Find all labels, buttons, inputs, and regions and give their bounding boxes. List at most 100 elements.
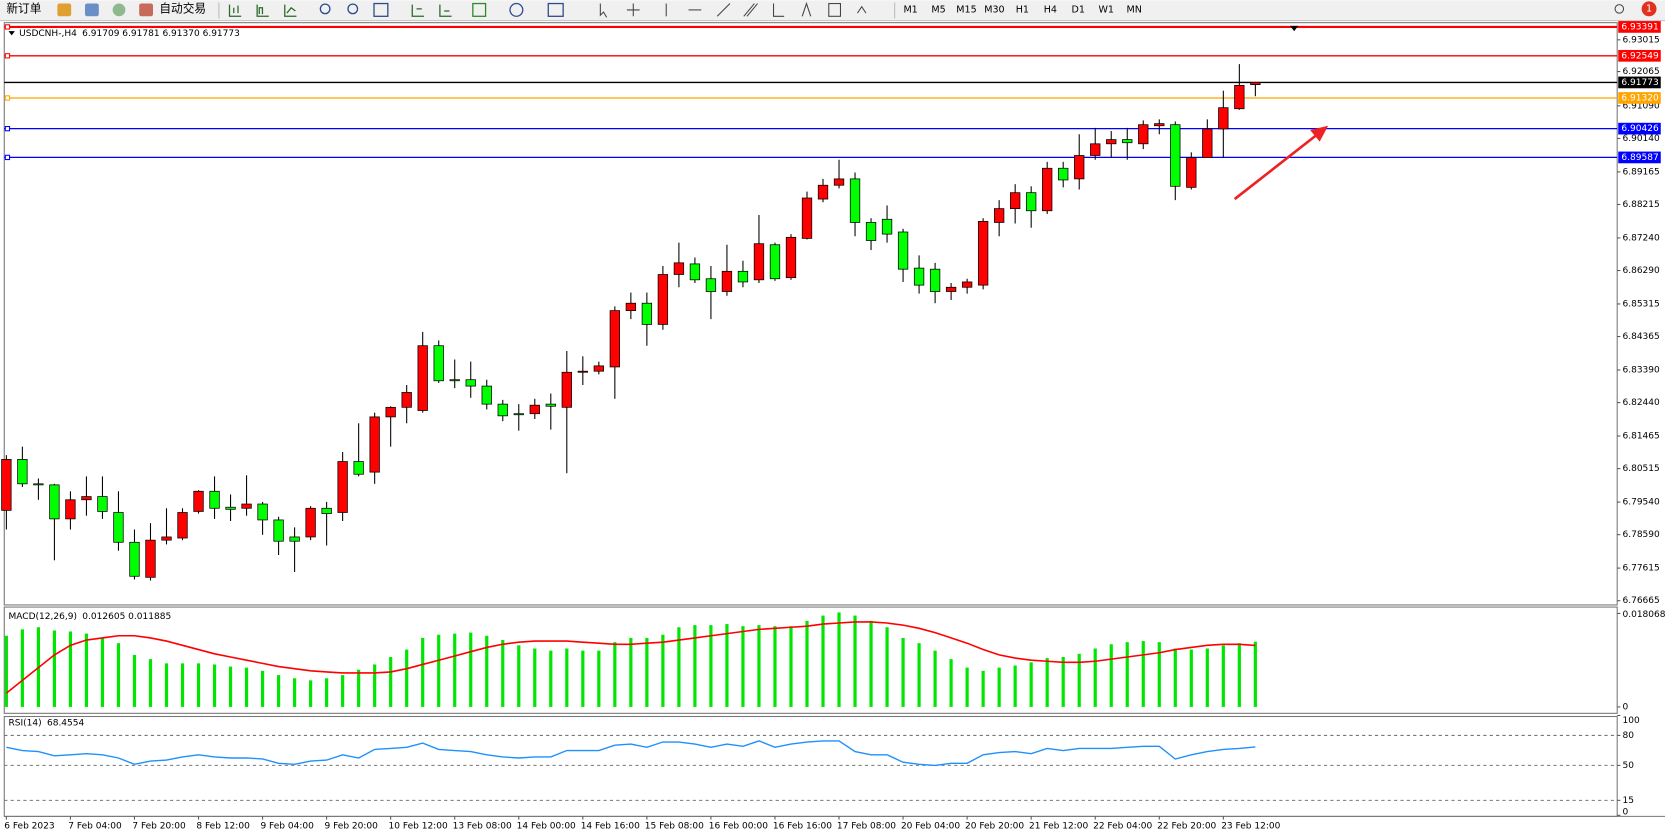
icon[interactable] — [599, 3, 608, 18]
histogram-bar — [901, 637, 905, 707]
chart-layers: USDCNH-,H4 6.91709 6.91781 6.91370 6.9177… — [1, 21, 1665, 831]
icon[interactable] — [284, 4, 297, 17]
candle-body — [257, 503, 268, 521]
candle-body — [49, 484, 60, 520]
x-tick-label: 16 Feb 00:00 — [709, 821, 768, 831]
y-tick-label: 6.90140 — [1622, 134, 1660, 144]
level-label-bg — [1618, 151, 1661, 164]
y-tick-label: 0 — [1622, 702, 1628, 712]
y-tick-label: 6.84365 — [1622, 332, 1659, 342]
y-tick-label: 6.85315 — [1622, 299, 1659, 309]
icon[interactable] — [828, 3, 842, 17]
candle-body — [449, 379, 460, 382]
x-tick-label: 15 Feb 08:00 — [645, 821, 704, 831]
timeframe-button[interactable]: M5 — [931, 4, 945, 15]
histogram-bar — [1061, 657, 1065, 707]
indicator-title: RSI(14) — [9, 718, 42, 728]
badge-count: 1 — [1646, 3, 1652, 14]
candle-body — [769, 244, 781, 280]
timeframe-button[interactable]: M15 — [956, 4, 976, 15]
annotation-arrow — [1233, 25, 1329, 201]
candle-body — [353, 461, 364, 475]
icon[interactable] — [472, 2, 487, 17]
icon[interactable] — [547, 2, 564, 17]
histogram-bar — [228, 666, 233, 707]
x-tick-label: 20 Feb 20:00 — [965, 821, 1024, 831]
auto-trading-button[interactable]: 自动交易 — [159, 1, 206, 15]
x-tick-label: 23 Feb 12:00 — [1221, 821, 1280, 831]
icon[interactable] — [85, 3, 99, 17]
timeframe-button[interactable]: H1 — [1016, 4, 1029, 15]
icon[interactable] — [319, 3, 331, 15]
y-tick-label: 80 — [1622, 731, 1634, 741]
candle-body — [113, 512, 124, 543]
level-label: 6.92549 — [1621, 51, 1659, 61]
x-tick-label: 10 Feb 12:00 — [389, 821, 448, 831]
histogram-bar — [180, 663, 185, 707]
histogram-bar — [1189, 649, 1193, 707]
new-order-button[interactable]: 新订单 — [6, 1, 41, 15]
y-tick-label: 100 — [1622, 716, 1639, 726]
candle-body — [481, 385, 492, 405]
timeframe-button[interactable]: M30 — [984, 4, 1004, 15]
icon[interactable] — [373, 2, 389, 17]
candle-body — [289, 536, 300, 542]
notification-badge[interactable] — [1641, 1, 1657, 17]
icon[interactable] — [411, 4, 424, 17]
level-handle — [4, 24, 11, 30]
x-tick-label: 21 Feb 12:00 — [1029, 821, 1088, 831]
candle-body — [993, 208, 1005, 223]
candle-body — [497, 403, 508, 417]
icon[interactable] — [256, 4, 269, 17]
icon[interactable] — [857, 5, 867, 14]
histogram-bar — [1125, 642, 1129, 707]
icon[interactable] — [801, 1, 812, 17]
timeframe-button[interactable]: MN — [1126, 4, 1141, 15]
level-label-bg — [1618, 49, 1661, 62]
icon[interactable] — [228, 4, 242, 17]
timeframe-button[interactable]: D1 — [1072, 4, 1085, 15]
histogram-bar — [1157, 642, 1161, 707]
icon[interactable] — [743, 3, 758, 17]
icon[interactable] — [439, 4, 452, 17]
candle-body — [673, 262, 685, 275]
icon[interactable] — [57, 3, 72, 17]
histogram-bar — [437, 634, 441, 707]
shift-marker — [1289, 25, 1299, 32]
histogram-bar — [677, 627, 681, 707]
y-tick-label: 6.78590 — [1622, 530, 1660, 540]
level-label: 6.89587 — [1621, 153, 1658, 163]
candle-body — [849, 178, 861, 223]
histogram-bar — [421, 637, 425, 707]
rsi-line — [6, 740, 1256, 767]
candle-body — [881, 218, 893, 235]
candle-body — [785, 236, 797, 279]
collapse-triangle — [8, 31, 15, 36]
signal-line — [5, 621, 1256, 694]
search-icon[interactable] — [1614, 4, 1625, 14]
histogram-bar — [1029, 662, 1033, 707]
level-handle — [4, 125, 11, 132]
candle-body — [929, 268, 941, 292]
icon[interactable] — [347, 3, 359, 15]
candle-body — [609, 310, 621, 368]
icon[interactable] — [139, 3, 154, 17]
histogram-bar — [565, 648, 569, 707]
level-label: 6.93391 — [1621, 22, 1658, 32]
x-tick-label: 14 Feb 00:00 — [517, 821, 576, 831]
timeframe-button[interactable]: W1 — [1098, 4, 1114, 15]
icon[interactable] — [716, 3, 731, 17]
candle-body — [817, 184, 829, 200]
histogram-bar — [164, 663, 169, 707]
icon[interactable] — [626, 3, 640, 17]
timeframe-button[interactable]: M1 — [903, 4, 917, 15]
histogram-bar — [116, 643, 121, 707]
icon[interactable] — [772, 3, 785, 17]
timeframe-button[interactable]: H4 — [1044, 4, 1057, 15]
indicator-values: 6.91709 6.91781 6.91370 6.91773 — [82, 29, 240, 39]
icon[interactable] — [112, 3, 126, 17]
x-tick-label: 9 Feb 20:00 — [324, 821, 378, 831]
histogram-bar — [517, 645, 521, 707]
icon[interactable] — [509, 2, 524, 17]
